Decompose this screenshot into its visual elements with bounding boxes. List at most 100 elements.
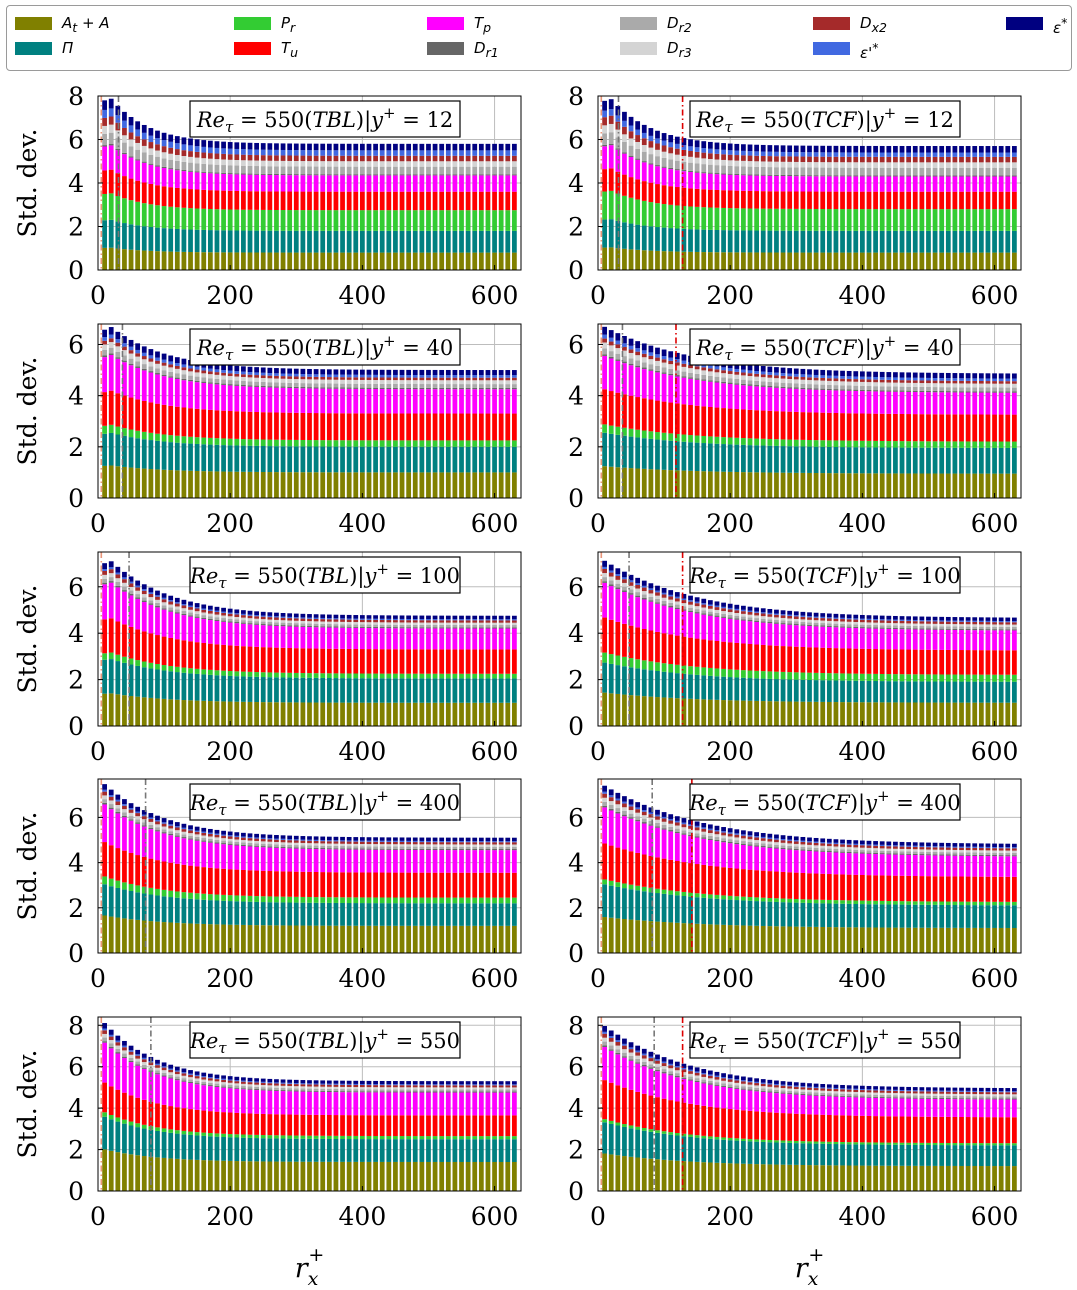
bar-seg-tu bbox=[432, 413, 438, 441]
bar-seg-pr bbox=[485, 673, 491, 679]
bar-seg-pr bbox=[965, 674, 971, 682]
bar-seg-dr1 bbox=[1012, 391, 1017, 393]
bar-seg-pr bbox=[1005, 441, 1011, 448]
bar-seg-dr1 bbox=[426, 174, 431, 176]
bar-seg-dx2 bbox=[992, 622, 997, 625]
bar-seg-dr3 bbox=[221, 159, 226, 166]
bar-seg-epsp bbox=[512, 619, 517, 621]
bar-seg-dx2 bbox=[893, 380, 898, 383]
bar-seg-pr bbox=[741, 208, 746, 231]
bar-seg-tu bbox=[978, 414, 984, 442]
bar-seg-eps bbox=[452, 369, 458, 376]
bar-seg-tp bbox=[492, 628, 497, 650]
bar-stack bbox=[655, 347, 660, 498]
bar-seg-dx2 bbox=[879, 156, 885, 163]
bar-seg-dr3 bbox=[505, 380, 511, 385]
bar-seg-tp bbox=[886, 391, 892, 414]
bar-seg-tp bbox=[734, 175, 740, 191]
bar-seg-dr2 bbox=[102, 578, 107, 583]
bar-seg-dr3 bbox=[221, 615, 226, 619]
bar-seg-dr3 bbox=[115, 130, 121, 139]
bar-seg-epsp bbox=[932, 378, 938, 381]
bar-seg-eps bbox=[807, 145, 812, 153]
bar-seg-pi bbox=[141, 667, 147, 698]
bar-seg-epsp bbox=[635, 348, 641, 352]
bar-stack bbox=[359, 615, 365, 726]
bar-seg-dr3 bbox=[701, 370, 707, 375]
bar-seg-dr3 bbox=[366, 379, 372, 384]
bar-seg-dr1 bbox=[615, 359, 621, 361]
bar-seg-tu bbox=[439, 649, 445, 674]
bar-seg-dr1 bbox=[445, 174, 451, 176]
bar-seg-eps bbox=[115, 331, 121, 340]
bar-seg-tu bbox=[886, 191, 892, 210]
bar-seg-tp bbox=[326, 175, 332, 192]
bar-stack bbox=[241, 610, 246, 726]
bar-seg-eps bbox=[141, 584, 147, 590]
bar-seg-dx2 bbox=[445, 155, 451, 162]
bar-seg-a bbox=[833, 252, 839, 270]
bar-seg-tp bbox=[419, 628, 425, 650]
bar-seg-a bbox=[247, 471, 253, 498]
bar-seg-eps bbox=[207, 828, 213, 833]
bar-seg-epsp bbox=[102, 109, 107, 118]
bar-seg-tp bbox=[122, 817, 127, 851]
bar-seg-eps bbox=[760, 366, 766, 372]
bar-seg-tp bbox=[214, 843, 220, 869]
bar-seg-dr3 bbox=[214, 614, 220, 618]
bar-seg-dr2 bbox=[194, 836, 200, 840]
bar-seg-dr3 bbox=[247, 618, 253, 621]
bar-seg-dr1 bbox=[833, 626, 839, 628]
bar-seg-tu bbox=[912, 649, 918, 675]
bar-seg-tp bbox=[1005, 176, 1011, 192]
bar-seg-pr bbox=[1012, 441, 1017, 448]
bar-seg-dr1 bbox=[641, 161, 647, 163]
bar-seg-a bbox=[300, 472, 306, 498]
bar-seg-tu bbox=[754, 410, 760, 439]
bar-seg-tp bbox=[873, 628, 878, 650]
bar-seg-tp bbox=[820, 176, 826, 192]
bar-seg-dr1 bbox=[498, 627, 504, 629]
bar-seg-epsp bbox=[260, 149, 266, 156]
bar-stack bbox=[734, 363, 740, 498]
bar-seg-dr2 bbox=[912, 386, 918, 391]
bar-seg-eps bbox=[115, 794, 121, 800]
bar-seg-tu bbox=[859, 191, 865, 210]
bar-seg-pr bbox=[747, 208, 753, 231]
x-tick-label: 600 bbox=[471, 281, 519, 310]
bar-seg-tu bbox=[1005, 650, 1011, 675]
bar-seg-dr1 bbox=[648, 369, 654, 371]
bar-seg-eps bbox=[899, 145, 905, 153]
bar-seg-dr3 bbox=[985, 383, 991, 388]
bar-seg-dr2 bbox=[128, 358, 134, 364]
bar-seg-pi bbox=[840, 230, 845, 253]
bar-seg-tp bbox=[426, 628, 431, 650]
bar-seg-dr1 bbox=[412, 387, 418, 390]
bar-stack bbox=[945, 616, 951, 726]
bar-stack bbox=[406, 615, 412, 726]
bar-seg-dx2 bbox=[188, 368, 193, 372]
bar-seg-a bbox=[992, 473, 997, 498]
bar-seg-epsp bbox=[701, 603, 707, 605]
bar-seg-pi bbox=[260, 230, 266, 253]
bar-seg-dr3 bbox=[227, 376, 233, 381]
bar-seg-dx2 bbox=[439, 377, 445, 381]
bar-seg-tu bbox=[274, 191, 279, 210]
bar-stack bbox=[320, 369, 326, 498]
y-tick-label: 6 bbox=[568, 330, 584, 359]
bar-stack bbox=[840, 370, 845, 498]
bar-seg-dr1 bbox=[694, 378, 700, 380]
bar-seg-tu bbox=[406, 413, 412, 441]
bar-seg-dr3 bbox=[307, 621, 312, 624]
bar-seg-dr1 bbox=[734, 618, 740, 620]
bar-seg-tu bbox=[840, 191, 845, 210]
bar-seg-pi bbox=[714, 676, 720, 700]
bar-seg-tu bbox=[859, 648, 865, 674]
bar-seg-pr bbox=[115, 654, 121, 662]
bar-seg-dr1 bbox=[108, 807, 114, 810]
bar-seg-dr2 bbox=[353, 383, 359, 388]
bar-seg-pr bbox=[498, 673, 504, 679]
bar-seg-pr bbox=[141, 203, 147, 227]
bar-seg-eps bbox=[846, 370, 852, 377]
bar-seg-pr bbox=[168, 206, 174, 229]
